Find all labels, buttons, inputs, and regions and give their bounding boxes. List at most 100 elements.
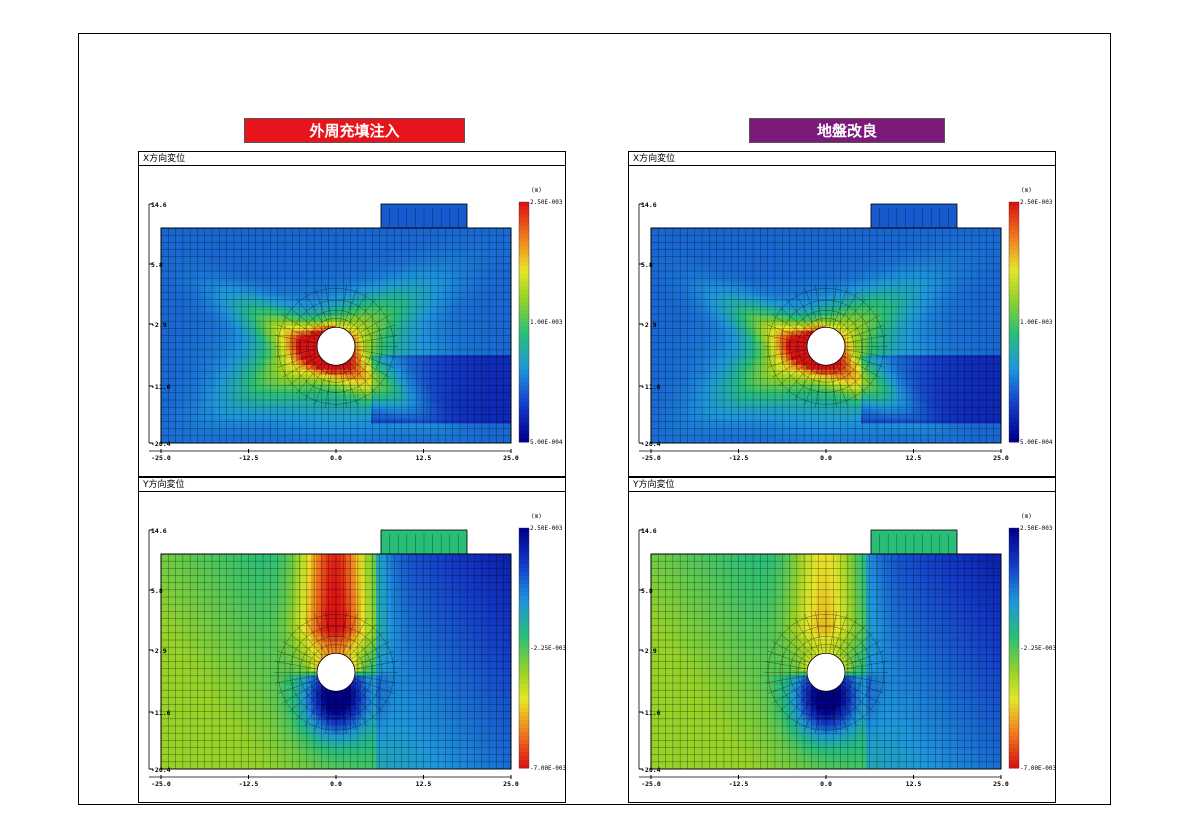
heatmap-cell (181, 568, 187, 574)
colorbar-segment (519, 222, 529, 227)
heatmap-cell (496, 340, 502, 346)
heatmap-cell (181, 413, 187, 419)
heatmap-cell (281, 725, 287, 731)
heatmap-cell (331, 301, 337, 307)
heatmap-cell (246, 384, 252, 390)
heatmap-cell (426, 408, 432, 415)
heatmap-cell (311, 681, 317, 687)
heatmap-cell (426, 394, 432, 400)
heatmap-cell (366, 345, 372, 351)
heatmap-cell (201, 340, 207, 346)
heatmap-cell (171, 232, 177, 239)
heatmap-cell (276, 695, 282, 701)
heatmap-cell (316, 267, 322, 273)
heatmap-cell (251, 271, 257, 278)
heatmap-cell (261, 705, 267, 711)
heatmap-cell (281, 257, 287, 263)
heatmap-cell (226, 583, 232, 589)
heatmap-cell (486, 384, 492, 390)
heatmap-cell (171, 374, 177, 380)
heatmap-cell (236, 578, 242, 584)
heatmap-cell (161, 578, 167, 584)
heatmap-cell (251, 232, 257, 239)
heatmap-cell (331, 232, 337, 239)
heatmap-cell (226, 637, 232, 643)
heatmap-cell (301, 632, 307, 638)
heatmap-cell (206, 764, 212, 770)
heatmap-cell (241, 681, 247, 687)
heatmap-cell (291, 438, 297, 444)
heatmap-cell (286, 593, 292, 599)
heatmap-cell (271, 754, 277, 760)
heatmap-cell (446, 267, 452, 273)
heatmap-cell (281, 359, 287, 366)
heatmap-cell (256, 729, 262, 736)
heatmap-cell (336, 563, 342, 570)
heatmap-cell (336, 408, 342, 415)
heatmap-cell (396, 389, 402, 395)
heatmap-cell (366, 320, 372, 327)
heatmap-cell (241, 554, 247, 560)
heatmap-cell (236, 583, 242, 589)
heatmap-cell (506, 320, 512, 327)
heatmap-cell (206, 271, 212, 278)
heatmap-cell (336, 715, 342, 721)
heatmap-cell (161, 627, 167, 633)
heatmap-cell (166, 408, 172, 415)
heatmap-cell (381, 394, 387, 400)
heatmap-cell (316, 744, 322, 750)
heatmap-cell (271, 237, 277, 244)
heatmap-cell (211, 641, 217, 648)
heatmap-cell (231, 315, 237, 322)
heatmap-cell (391, 418, 397, 424)
heatmap-cell (256, 637, 262, 643)
heatmap-cell (276, 710, 282, 716)
heatmap-cell (191, 578, 197, 584)
heatmap-cell (401, 423, 407, 429)
heatmap-cell (301, 315, 307, 322)
heatmap-cell (406, 340, 412, 346)
heatmap-cell (436, 281, 442, 288)
heatmap-cell (176, 428, 182, 434)
heatmap-cell (346, 617, 352, 623)
heatmap-cell (176, 403, 182, 410)
heatmap-cell (216, 262, 222, 268)
heatmap-cell (231, 394, 237, 400)
heatmap-cell (166, 739, 172, 745)
heatmap-cell (176, 588, 182, 594)
heatmap-cell (201, 588, 207, 594)
heatmap-cell (166, 311, 172, 317)
heatmap-cell (166, 345, 172, 351)
panel-x-displacement-grout: X方向変位 14.6 5.8 -2.9 -11.6 -20.4 -25.0 -12.5 0.0… (138, 151, 566, 477)
heatmap-cell (171, 247, 177, 253)
heatmap-cell (406, 262, 412, 268)
heatmap-cell (226, 700, 232, 706)
heatmap-cell (446, 247, 452, 253)
heatmap-cell (446, 320, 452, 327)
heatmap-cell (186, 335, 192, 341)
heatmap-cell (161, 656, 167, 662)
heatmap-cell (241, 617, 247, 623)
heatmap-cell (271, 335, 277, 341)
heatmap-cell (191, 271, 197, 278)
heatmap-cell (171, 311, 177, 317)
heatmap-cell (266, 705, 272, 711)
heatmap-cell (236, 315, 242, 322)
heatmap-cell (466, 345, 472, 351)
heatmap-cell (371, 306, 377, 312)
heatmap-cell (171, 749, 177, 755)
heatmap-cell (351, 583, 357, 589)
heatmap-cell (376, 418, 382, 424)
heatmap-cell (446, 364, 452, 371)
heatmap-cell (486, 330, 492, 336)
heatmap-cell (411, 399, 417, 405)
heatmap-cell (296, 228, 302, 234)
heatmap-cell (276, 593, 282, 599)
heatmap-cell (161, 695, 167, 701)
heatmap-cell (186, 306, 192, 312)
heatmap-cell (481, 306, 487, 312)
heatmap-cell (271, 744, 277, 750)
heatmap-cell (191, 355, 197, 361)
heatmap-cell (171, 320, 177, 327)
heatmap-cell (391, 330, 397, 336)
